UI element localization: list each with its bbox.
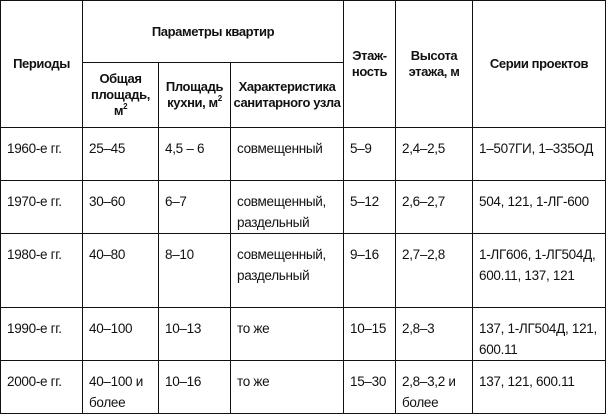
header-floor-height: Высота этажа, м	[395, 0, 473, 128]
cell-floors: 5–9	[343, 127, 396, 181]
cell-floors: 10–15	[343, 307, 396, 361]
table-row: 1990-е гг. 40–100 10–13 то же 10–15 2,8–…	[0, 307, 606, 361]
cell-total-area: 40–100 и более	[82, 360, 159, 414]
header-periods: Периоды	[0, 0, 83, 128]
cell-height: 2,6–2,7	[395, 180, 473, 234]
header-sanitary: Характеристика санитарного узла	[230, 62, 344, 128]
cell-sanitary: совмещенный, раздельный	[230, 180, 344, 234]
cell-series: 1–507ГИ, 1–335ОД	[472, 127, 606, 181]
cell-floors: 5–12	[343, 180, 396, 234]
cell-period: 2000-е гг.	[0, 360, 83, 414]
cell-height: 2,4–2,5	[395, 127, 473, 181]
table-row: 1960-е гг. 25–45 4,5 – 6 совмещенный 5–9…	[0, 127, 606, 181]
cell-period: 1980-е гг.	[0, 233, 83, 308]
cell-floors: 9–16	[343, 233, 396, 308]
cell-total-area: 40–100	[82, 307, 159, 361]
cell-floors: 15–30	[343, 360, 396, 414]
cell-period: 1990-е гг.	[0, 307, 83, 361]
cell-height: 2,7–2,8	[395, 233, 473, 308]
cell-period: 1960-е гг.	[0, 127, 83, 181]
header-apartment-parameters: Параметры квартир	[82, 0, 344, 63]
cell-kitchen-area: 10–16	[158, 360, 231, 414]
cell-period: 1970-е гг.	[0, 180, 83, 234]
cell-series: 504, 121, 1-ЛГ-600	[472, 180, 606, 234]
table-row: 1980-е гг. 40–80 8–10 совмещенный, разде…	[0, 233, 606, 308]
cell-total-area: 40–80	[82, 233, 159, 308]
header-project-series: Серии проектов	[472, 0, 606, 128]
cell-series: 1-ЛГ606, 1-ЛГ504Д, 600.11, 137, 121	[472, 233, 606, 308]
cell-series: 137, 1-ЛГ504Д, 121, 600.11	[472, 307, 606, 361]
header-floors: Этаж-ность	[343, 0, 396, 128]
cell-sanitary: то же	[230, 307, 344, 361]
header-kitchen-area: Площадь кухни, м2	[158, 62, 231, 128]
table-row: 2000-е гг. 40–100 и более 10–16 то же 15…	[0, 360, 606, 414]
cell-series: 137, 121, 600.11	[472, 360, 606, 414]
table-row: 1970-е гг. 30–60 6–7 совмещенный, раздел…	[0, 180, 606, 234]
cell-kitchen-area: 6–7	[158, 180, 231, 234]
cell-total-area: 25–45	[82, 127, 159, 181]
cell-kitchen-area: 8–10	[158, 233, 231, 308]
cell-sanitary: совмещенный	[230, 127, 344, 181]
cell-sanitary: совмещенный, раздельный	[230, 233, 344, 308]
cell-total-area: 30–60	[82, 180, 159, 234]
cell-height: 2,8–3	[395, 307, 473, 361]
cell-sanitary: то же	[230, 360, 344, 414]
cell-kitchen-area: 4,5 – 6	[158, 127, 231, 181]
cell-kitchen-area: 10–13	[158, 307, 231, 361]
cell-height: 2,8–3,2 и более	[395, 360, 473, 414]
header-total-area: Общая площадь, м2	[82, 62, 159, 128]
